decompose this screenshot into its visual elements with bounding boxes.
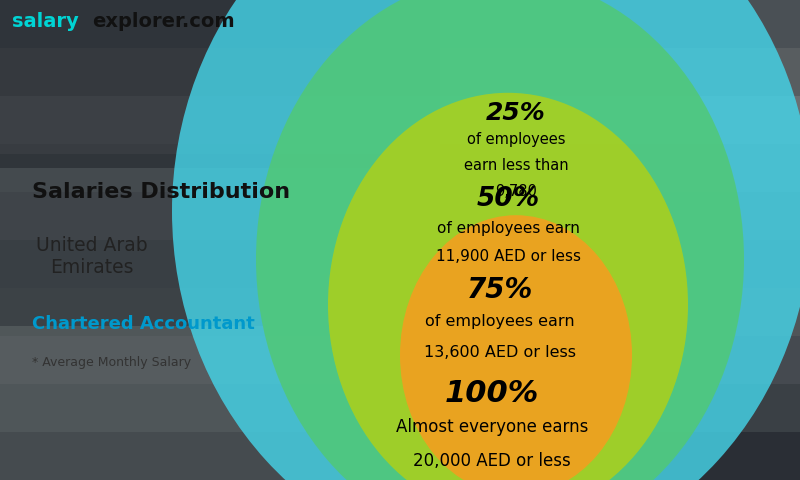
Text: of employees earn: of employees earn (437, 220, 579, 236)
Text: earn less than: earn less than (464, 158, 568, 173)
Bar (0, 192, 800, 240)
Text: 20,000 AED or less: 20,000 AED or less (413, 452, 571, 470)
Bar (0, 0, 800, 48)
Text: * Average Monthly Salary: * Average Monthly Salary (32, 356, 191, 369)
Bar (0, 48, 800, 96)
Text: of employees: of employees (466, 132, 566, 147)
Text: Chartered Accountant: Chartered Accountant (32, 315, 254, 333)
Ellipse shape (400, 215, 632, 480)
Ellipse shape (172, 0, 800, 480)
Text: 75%: 75% (467, 276, 533, 304)
Ellipse shape (328, 93, 688, 480)
Text: United Arab
Emirates: United Arab Emirates (36, 236, 148, 277)
Bar (0, 384, 800, 432)
Bar (0, 96, 800, 144)
Text: 100%: 100% (445, 379, 539, 408)
Bar (0, 336, 800, 384)
Text: 13,600 AED or less: 13,600 AED or less (424, 345, 576, 360)
Text: of employees earn: of employees earn (425, 314, 575, 329)
Text: explorer.com: explorer.com (92, 12, 234, 31)
Text: 11,900 AED or less: 11,900 AED or less (435, 249, 581, 264)
Text: salary: salary (12, 12, 78, 31)
Bar (0, 432, 800, 480)
Bar (0, 0, 440, 168)
Bar (0, 240, 800, 288)
Ellipse shape (256, 0, 744, 480)
Text: 50%: 50% (477, 186, 539, 212)
Text: 9,780: 9,780 (495, 184, 537, 200)
Bar (0, 154, 400, 336)
Text: Salaries Distribution: Salaries Distribution (32, 182, 290, 202)
Bar (0, 288, 800, 336)
Text: Almost everyone earns: Almost everyone earns (396, 418, 588, 436)
Bar (0, 144, 800, 192)
Text: 25%: 25% (486, 101, 546, 125)
Bar (0, 326, 520, 480)
